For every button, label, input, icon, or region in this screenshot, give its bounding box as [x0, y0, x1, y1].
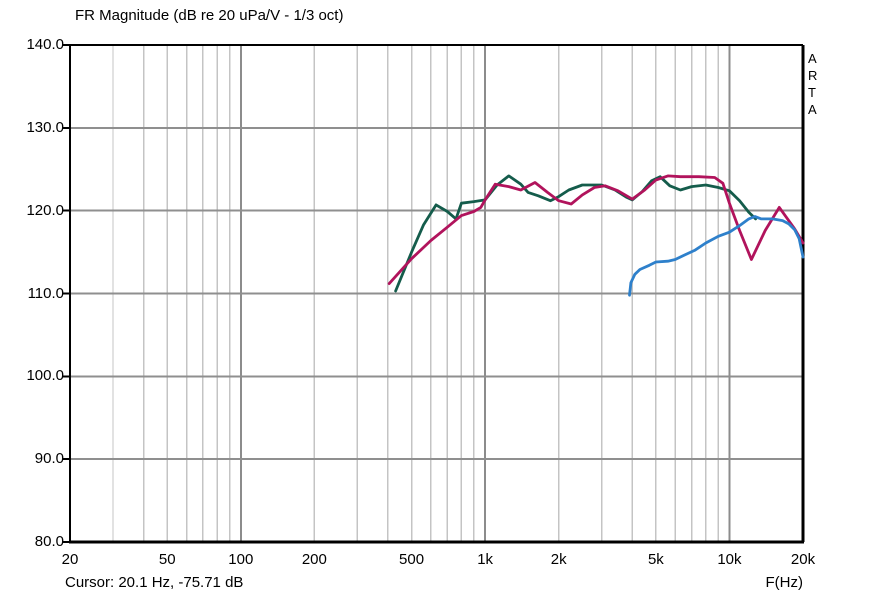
y-tick-label: 140.0 [26, 36, 64, 53]
x-tick-label: 20k [790, 551, 816, 568]
x-tick-label: 20 [61, 551, 79, 568]
overlay-curve-magenta [387, 174, 805, 286]
chart-title: FR Magnitude (dB re 20 uPa/V - 1/3 oct) [75, 7, 344, 24]
overlay-curve-green [394, 174, 757, 293]
x-tick-label: 100 [228, 551, 254, 568]
y-tick-label: 90.0 [34, 450, 64, 468]
cursor-readout: Cursor: 20.1 Hz, -75.71 dB [65, 574, 244, 591]
x-tick-label: 200 [301, 551, 327, 568]
arta-watermark: ARTA [808, 51, 818, 117]
x-tick-label: 5k [647, 551, 664, 568]
y-tick-label: 100.0 [26, 367, 64, 385]
x-tick-label: 50 [158, 551, 176, 568]
y-tick-label: 110.0 [27, 284, 64, 302]
x-tick-label: 1k [477, 551, 494, 568]
y-tick-label: 80.0 [34, 533, 64, 550]
plot-frame [69, 44, 805, 544]
x-tick-label: 2k [550, 551, 567, 568]
y-tick-label: 120.0 [26, 201, 64, 219]
overlay-curve-blue [628, 215, 805, 297]
x-tick-label: 500 [399, 551, 425, 568]
x-axis-unit-label: F(Hz) [765, 574, 804, 591]
gridlines-horizontal [70, 126, 803, 461]
y-axis-ticks [63, 44, 70, 543]
y-tick-label: 130.0 [26, 118, 64, 136]
x-tick-label: 10k [717, 551, 742, 568]
